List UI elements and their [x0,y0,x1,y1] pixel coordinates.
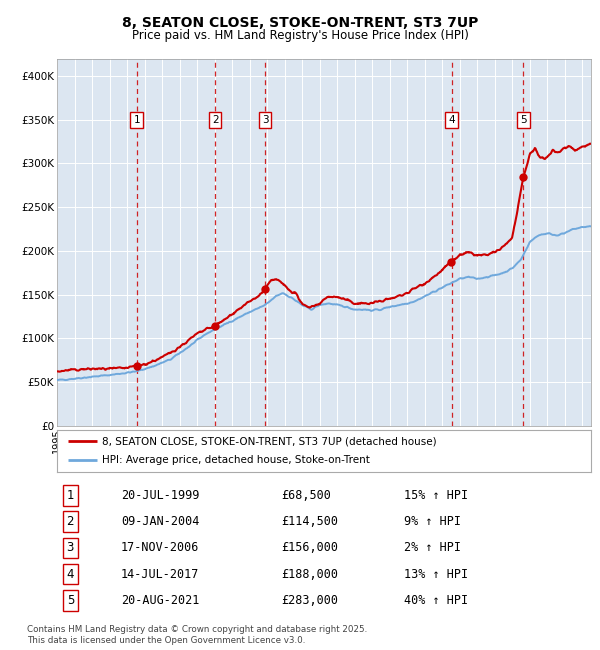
Text: 8, SEATON CLOSE, STOKE-ON-TRENT, ST3 7UP (detached house): 8, SEATON CLOSE, STOKE-ON-TRENT, ST3 7UP… [103,436,437,446]
Text: 40% ↑ HPI: 40% ↑ HPI [404,594,468,607]
Text: 17-NOV-2006: 17-NOV-2006 [121,541,199,554]
Text: 3: 3 [67,541,74,554]
Text: HPI: Average price, detached house, Stoke-on-Trent: HPI: Average price, detached house, Stok… [103,456,370,465]
Text: 1: 1 [67,489,74,502]
Text: 09-JAN-2004: 09-JAN-2004 [121,515,199,528]
Text: 5: 5 [67,594,74,607]
Text: £68,500: £68,500 [281,489,331,502]
Text: 4: 4 [448,114,455,125]
Text: 1: 1 [133,114,140,125]
Text: £156,000: £156,000 [281,541,338,554]
Text: £283,000: £283,000 [281,594,338,607]
Text: 13% ↑ HPI: 13% ↑ HPI [404,567,468,580]
Text: 4: 4 [67,567,74,580]
Text: 20-AUG-2021: 20-AUG-2021 [121,594,199,607]
Text: 9% ↑ HPI: 9% ↑ HPI [404,515,461,528]
Text: 20-JUL-1999: 20-JUL-1999 [121,489,199,502]
Text: 14-JUL-2017: 14-JUL-2017 [121,567,199,580]
Text: Contains HM Land Registry data © Crown copyright and database right 2025.
This d: Contains HM Land Registry data © Crown c… [27,625,367,645]
Text: £188,000: £188,000 [281,567,338,580]
Text: 2% ↑ HPI: 2% ↑ HPI [404,541,461,554]
Text: 15% ↑ HPI: 15% ↑ HPI [404,489,468,502]
Text: 2: 2 [67,515,74,528]
Text: 2: 2 [212,114,218,125]
Text: Price paid vs. HM Land Registry's House Price Index (HPI): Price paid vs. HM Land Registry's House … [131,29,469,42]
Text: 3: 3 [262,114,268,125]
Text: 5: 5 [520,114,527,125]
Text: £114,500: £114,500 [281,515,338,528]
Text: 8, SEATON CLOSE, STOKE-ON-TRENT, ST3 7UP: 8, SEATON CLOSE, STOKE-ON-TRENT, ST3 7UP [122,16,478,31]
